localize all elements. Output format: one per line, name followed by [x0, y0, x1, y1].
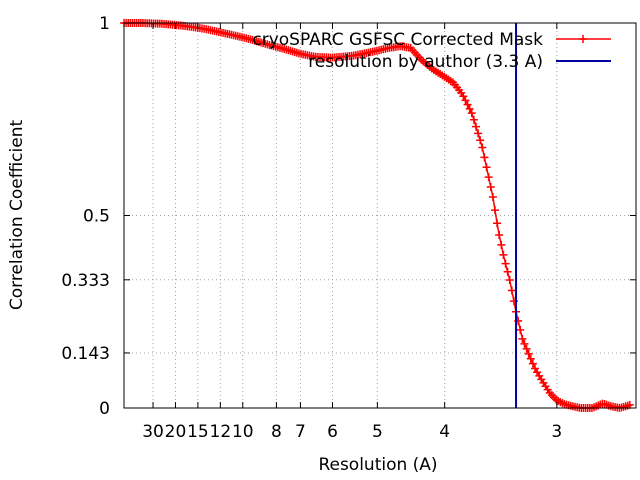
fsc-point-marker — [528, 359, 537, 368]
y-tick-label: 0.143 — [61, 344, 110, 364]
fsc-point-marker — [474, 129, 483, 138]
fsc-point-marker — [471, 122, 480, 131]
fsc-point-marker — [469, 115, 478, 124]
fsc-point-marker — [480, 153, 489, 162]
fsc-point-marker — [522, 344, 531, 353]
y-tick-label: 0.5 — [83, 207, 110, 227]
fsc-point-marker — [497, 240, 506, 249]
x-tick-label: 20 — [165, 422, 187, 442]
x-tick-label: 5 — [372, 422, 383, 442]
x-axis-title: Resolution (A) — [318, 455, 437, 475]
fsc-point-marker — [526, 354, 535, 363]
fsc-point-marker — [507, 286, 516, 295]
fsc-point-marker — [505, 276, 514, 285]
x-tick-label: 7 — [295, 422, 306, 442]
fsc-point-marker — [488, 193, 497, 202]
fsc-point-marker — [495, 231, 504, 240]
y-tick-label: 0 — [99, 399, 110, 419]
x-tick-label: 4 — [439, 422, 450, 442]
fsc-point-marker — [478, 143, 487, 152]
x-tick-label: 10 — [232, 422, 254, 442]
legend: cryoSPARC GSFSC Corrected Maskresolution… — [252, 30, 611, 72]
fsc-point-marker — [518, 334, 527, 343]
y-axis-title: Correlation Coefficient — [7, 120, 27, 311]
fsc-point-marker — [467, 109, 476, 118]
y-tick-label: 0.333 — [61, 271, 110, 291]
fsc-point-marker — [486, 182, 495, 191]
fsc-point-marker — [465, 104, 474, 113]
fsc-point-marker — [520, 339, 529, 348]
x-tick-label: 15 — [187, 422, 209, 442]
x-tick-label: 8 — [271, 422, 282, 442]
grid-lines — [124, 23, 636, 408]
fsc-point-marker — [499, 250, 508, 259]
x-tick-label: 12 — [210, 422, 232, 442]
fsc-point-marker — [484, 173, 493, 182]
legend-label-author-resolution: resolution by author (3.3 A) — [308, 52, 543, 72]
legend-marker-fsc — [579, 35, 587, 43]
fsc-point-marker — [524, 349, 533, 358]
fsc-point-marker — [476, 136, 485, 145]
x-tick-label: 30 — [142, 422, 164, 442]
y-tick-label: 1 — [99, 14, 110, 34]
fsc-point-marker — [463, 100, 472, 109]
fsc-point-marker — [503, 267, 512, 276]
fsc-point-marker — [482, 163, 491, 172]
legend-label-fsc: cryoSPARC GSFSC Corrected Mask — [252, 30, 543, 50]
fsc-point-marker — [490, 206, 499, 215]
fsc-point-marker — [501, 259, 510, 268]
fsc-point-marker — [493, 219, 502, 228]
fsc-point-marker — [461, 96, 470, 105]
x-tick-label: 6 — [327, 422, 338, 442]
fsc-point-marker — [516, 325, 525, 334]
fsc-point-marker — [459, 92, 468, 101]
x-tick-label: 3 — [551, 422, 562, 442]
